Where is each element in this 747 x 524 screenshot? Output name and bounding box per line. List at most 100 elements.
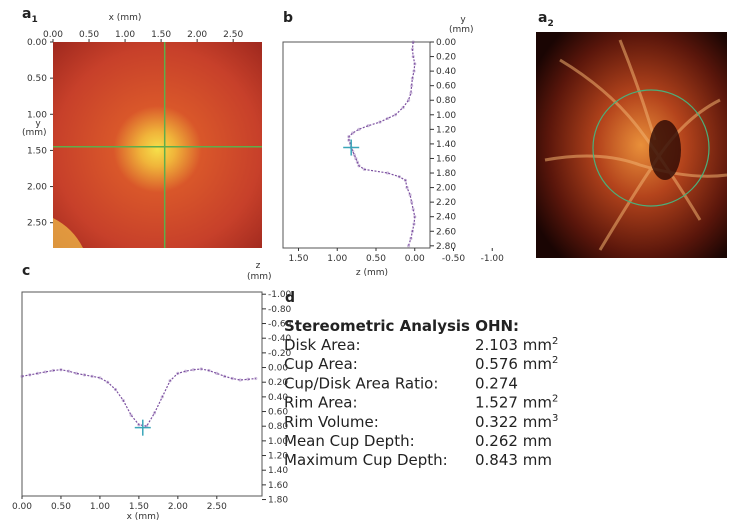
profile-point	[238, 378, 242, 382]
x-tick-label: 2.50	[207, 502, 227, 512]
y-tick-label: -0.80	[268, 305, 292, 315]
x-tick-label: -0.50	[442, 254, 466, 264]
y-tick-label: 2.40	[436, 213, 456, 223]
x-tick-label: 0.00	[12, 502, 32, 512]
y-tick-label: 0.40	[436, 67, 456, 77]
x-tick-label: 2.50	[223, 30, 243, 40]
y-tick-label: 0.40	[268, 393, 288, 403]
x-tick-label: 0.00	[43, 30, 63, 40]
row-value: 2.103 mm2	[475, 336, 558, 354]
value-text: 0.576 mm	[475, 355, 552, 373]
x-axis-label: x (mm)	[109, 13, 142, 23]
panel-letter: a	[538, 10, 547, 26]
x-tick-label: 0.00	[405, 254, 425, 264]
y-tick-label: 1.20	[268, 452, 288, 462]
y-tick-label: 2.00	[27, 183, 47, 193]
profile-point	[43, 370, 47, 374]
y-tick-label: 0.20	[268, 378, 288, 388]
x-tick-label: 1.00	[90, 502, 110, 512]
panel-letter: c	[22, 263, 30, 279]
x-tick-label: 0.50	[51, 502, 71, 512]
panel-subscript: 1	[31, 15, 37, 25]
x-tick-label: 2.00	[187, 30, 207, 40]
y-tick-label: -0.40	[268, 334, 292, 344]
x-tick-label: 2.00	[168, 502, 188, 512]
profile-point	[246, 377, 250, 381]
panel-label: b	[283, 10, 293, 26]
y-tick-label: 0.20	[436, 53, 456, 63]
y-tick-label: 0.60	[268, 408, 288, 418]
y-tick-label: 0.00	[268, 364, 288, 374]
row-value: 1.527 mm2	[475, 394, 558, 412]
y-tick-label: 1.00	[27, 110, 47, 120]
row-label: Disk Area:	[284, 336, 361, 354]
profile-point	[191, 368, 196, 372]
x-axis-label: x (mm)	[127, 512, 160, 522]
heatmap	[53, 42, 262, 248]
value-text: 0.262 mm	[475, 432, 552, 450]
value-text: 2.103 mm	[475, 336, 552, 354]
row-value: 0.262 mm	[475, 432, 552, 450]
panel-subscript: 2	[547, 19, 553, 29]
y-tick-label: 0.60	[436, 82, 456, 92]
profile-point	[74, 371, 79, 375]
y-tick-label: 1.50	[27, 146, 47, 156]
y-tick-label: 2.60	[436, 227, 456, 237]
row-label: Cup Area:	[284, 355, 358, 373]
y-tick-label: -1.00	[268, 290, 292, 300]
y-tick-label: 0.80	[436, 96, 456, 106]
row-label: Maximum Cup Depth:	[284, 451, 448, 469]
value-text: 0.843 mm	[475, 451, 552, 469]
x-tick-label: -1.00	[481, 254, 505, 264]
profile-point	[410, 84, 414, 88]
y-tick-label: 1.00	[268, 437, 288, 447]
x-tick-label: 0.50	[366, 254, 386, 264]
value-superscript: 2	[552, 336, 558, 347]
y-tick-label: 0.00	[27, 38, 47, 48]
y-tick-label: 1.00	[436, 111, 456, 121]
y-axis-unit: (mm)	[22, 128, 47, 138]
panel-letter: b	[283, 10, 293, 26]
y-tick-label: 2.20	[436, 198, 456, 208]
profile-point	[411, 207, 415, 212]
row-label: Rim Area:	[284, 394, 358, 412]
profile-point	[410, 200, 414, 204]
y-tick-label: 2.00	[436, 184, 456, 194]
profile-line	[21, 368, 256, 427]
y-tick-label: -0.20	[268, 349, 292, 359]
y-axis-unit: (mm)	[247, 272, 272, 282]
y-tick-label: 0.50	[27, 74, 47, 84]
y-tick-label: 0.80	[268, 422, 288, 432]
y-axis-unit: (mm)	[449, 25, 474, 35]
x-axis-label: z (mm)	[356, 268, 388, 278]
panel-label: c	[22, 263, 30, 279]
value-superscript: 3	[552, 413, 558, 424]
row-label: Rim Volume:	[284, 413, 379, 431]
row-value: 0.274	[475, 374, 518, 392]
analysis-panel: d Stereometric Analysis OHN:Disk Area: 2.1…	[284, 290, 558, 469]
y-tick-label: 1.80	[436, 169, 456, 179]
profile-point	[20, 374, 24, 378]
value-superscript: 2	[552, 355, 558, 366]
y-tick-label: 0.00	[436, 38, 456, 48]
y-tick-label: 1.60	[436, 154, 456, 164]
x-tick-label: 1.00	[327, 254, 347, 264]
panel-label: a2	[538, 10, 554, 29]
value-text: 0.322 mm	[475, 413, 552, 431]
x-tick-label: 1.00	[115, 30, 135, 40]
y-axis-label: y	[35, 119, 41, 129]
value-superscript: 2	[552, 394, 558, 405]
disc-outline	[592, 89, 710, 207]
plot-frame	[282, 41, 431, 249]
x-tick-label: 0.50	[79, 30, 99, 40]
x-tick-label: 1.50	[288, 254, 308, 264]
panel-letter: a	[22, 6, 31, 22]
value-text: 1.527 mm	[475, 394, 552, 412]
row-label: Mean Cup Depth:	[284, 432, 415, 450]
heatmap-corner	[53, 218, 83, 248]
panel-label: d	[285, 290, 295, 306]
y-tick-label: 1.40	[268, 466, 288, 476]
plot-frame	[21, 291, 263, 497]
y-axis-label: y	[460, 15, 466, 25]
x-tick-label: 1.50	[129, 502, 149, 512]
